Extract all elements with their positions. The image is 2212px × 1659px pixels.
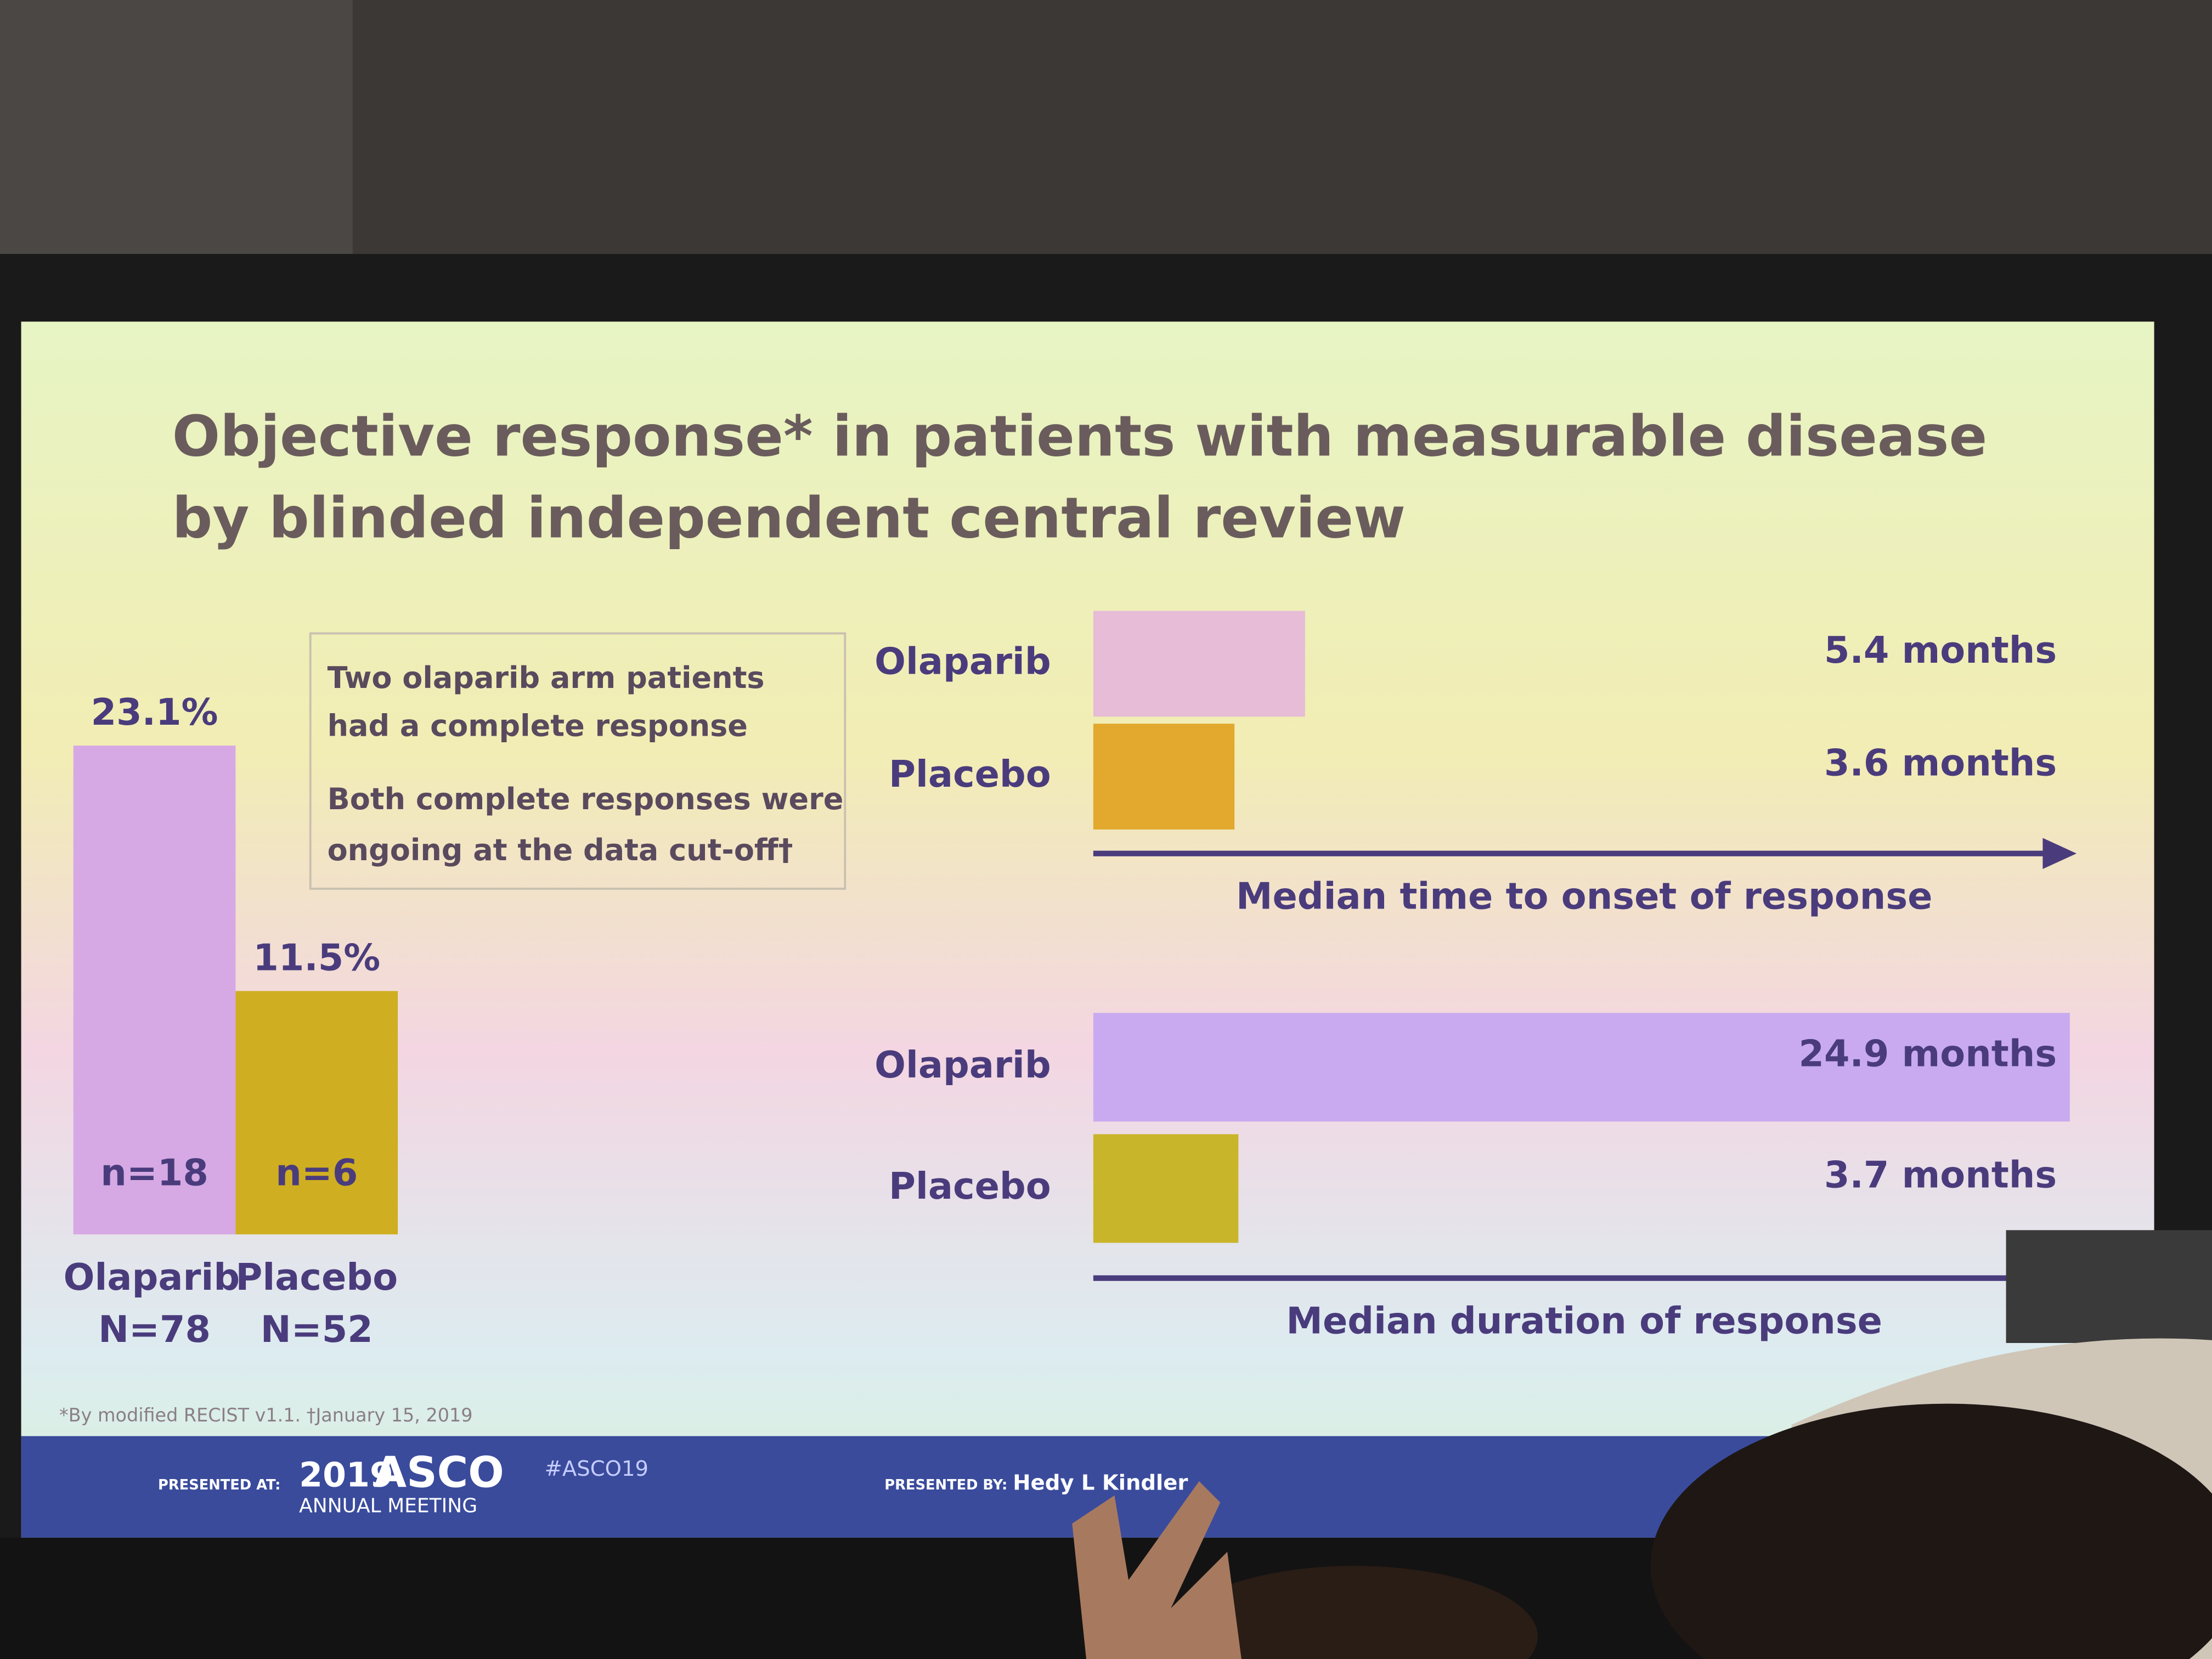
bar <box>1093 1134 1239 1243</box>
footer-presented-by: PRESENTED BY: <box>884 1477 1007 1493</box>
title-line: by blinded independent central review <box>172 486 1406 551</box>
footer-presenter: Hedy L Kindler <box>1013 1471 1188 1496</box>
bar <box>235 991 398 1234</box>
n-label: n=18 <box>100 1152 208 1194</box>
value-label: 11.5% <box>253 936 380 979</box>
bar <box>1093 611 1305 717</box>
value-label: 3.6 months <box>1824 742 2057 785</box>
category-label: Olaparib <box>874 1043 1051 1086</box>
footer-presented-at: PRESENTED AT: <box>158 1477 280 1493</box>
note-line: had a complete response <box>328 708 748 743</box>
axis-arrow <box>2042 838 2077 869</box>
axis-label: Median time to onset of response <box>1236 875 1933 918</box>
n-label: n=6 <box>275 1152 358 1194</box>
podium-screen <box>2006 1230 2212 1343</box>
charts: 23.1% n=18 Olaparib N=78 11.5% n=6 Placebo N=52… <box>64 611 2077 1351</box>
value-label: 3.7 months <box>1824 1153 2057 1196</box>
note-line: ongoing at the data cut-off† <box>328 833 793 867</box>
axis-label: Median duration of response <box>1286 1300 1882 1342</box>
category-label: Olaparib <box>64 1256 240 1299</box>
value-label: 23.1% <box>91 691 218 733</box>
bar <box>1093 1013 2070 1122</box>
head <box>1650 1403 2212 1659</box>
footer-hashtag: #ASCO19 <box>545 1457 649 1481</box>
wall-panel <box>0 0 353 254</box>
footnote: *By modified RECIST v1.1. †January 15, 2… <box>59 1404 472 1426</box>
note-line: Two olaparib arm patients <box>328 661 765 695</box>
category-label: Olaparib <box>874 640 1051 682</box>
footer-meeting: ASCO <box>374 1448 504 1498</box>
bar <box>73 746 236 1234</box>
value-label: 5.4 months <box>1824 629 2057 672</box>
hand <box>1072 1481 1242 1659</box>
category-label: Placebo <box>235 1256 398 1299</box>
value-label: 24.9 months <box>1798 1032 2057 1075</box>
category-label: Placebo <box>889 1165 1051 1207</box>
footer-year: 2019 <box>299 1455 393 1494</box>
slide <box>21 321 2154 1538</box>
title-line: Objective response* in patients with mea… <box>172 404 1988 470</box>
head <box>1171 1566 1538 1659</box>
bar <box>1093 724 1235 830</box>
category-label: Placebo <box>889 753 1051 795</box>
foreground <box>0 1230 2212 1659</box>
note-box <box>309 632 847 890</box>
note-line: Both complete responses were <box>328 782 844 816</box>
group-size: N=52 <box>261 1308 373 1351</box>
wall <box>0 0 2212 254</box>
footer-meeting-sub: ANNUAL MEETING <box>299 1494 477 1517</box>
group-size: N=78 <box>98 1308 211 1351</box>
